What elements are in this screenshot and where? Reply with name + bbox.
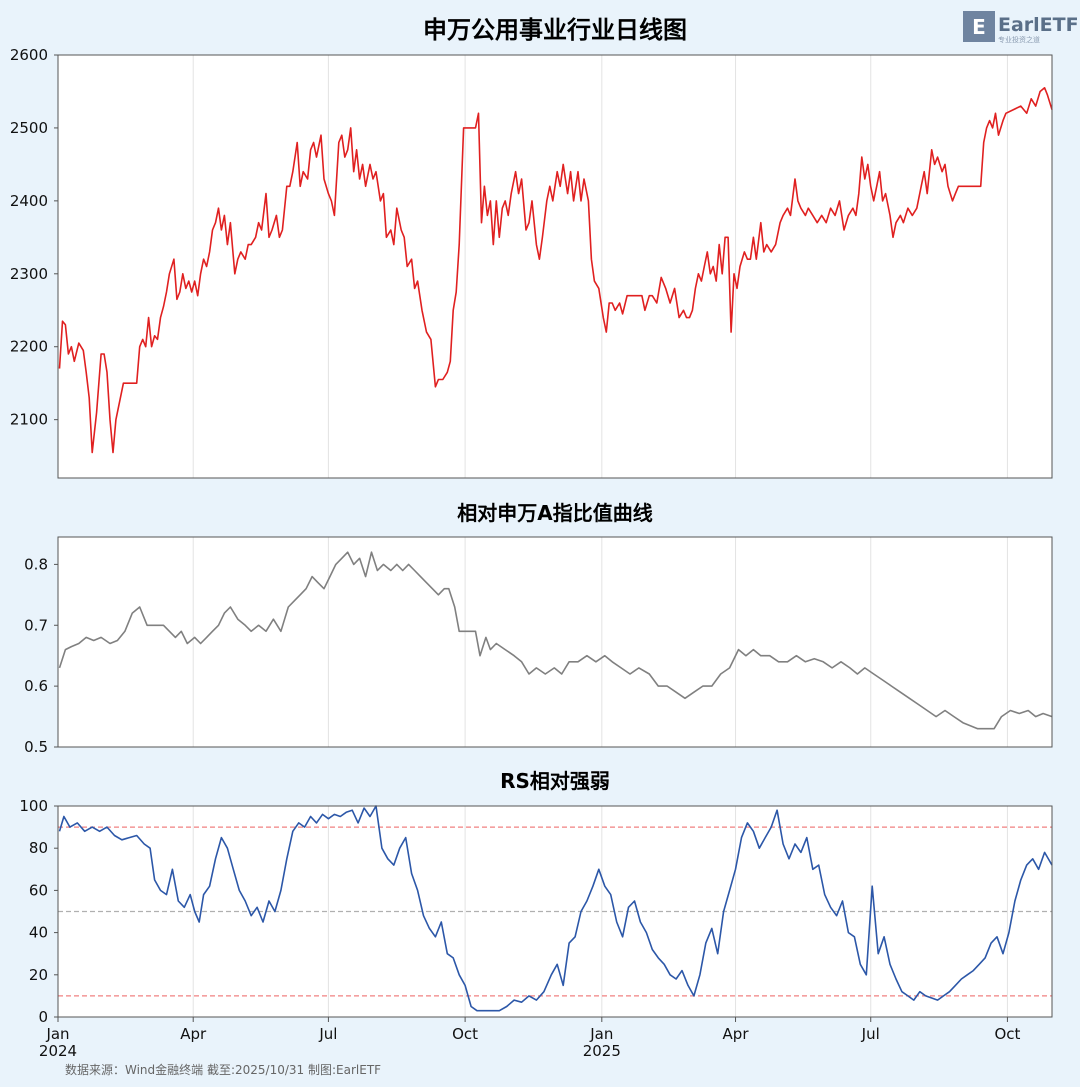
- x-tick-year-label: 2025: [583, 1042, 621, 1060]
- logo-mark: [963, 11, 995, 42]
- ratio-y-tick-label: 0.7: [24, 616, 48, 634]
- rs-plot-border: [57, 805, 1053, 1018]
- ratio-y-tick-label: 0.6: [24, 677, 48, 695]
- price-y-tick-label: 2100: [10, 411, 48, 429]
- price-y-tick-label: 2300: [10, 265, 48, 283]
- logo-text: EarlETF: [998, 14, 1079, 36]
- ratio-chart-title: 相对申万A指比值曲线: [457, 501, 652, 525]
- price-y-tick-label: 2400: [10, 192, 48, 210]
- price-y-tick-label: 2200: [10, 338, 48, 356]
- ratio-plot-border: [57, 536, 1053, 748]
- x-tick-label: Apr: [180, 1025, 207, 1043]
- ratio-series-line: [58, 551, 1053, 730]
- ratio-y-tick-label: 0.8: [24, 555, 48, 573]
- rs-y-tick-label: 0: [38, 1008, 48, 1026]
- rs-y-tick-label: 20: [29, 966, 48, 984]
- ratio-chart: 0.5 0.6 0.7 0.8: [24, 536, 1053, 756]
- price-plot-border: [57, 54, 1053, 479]
- rs-series-line: [58, 805, 1053, 1012]
- price-y-tick-label: 2600: [10, 46, 48, 64]
- x-tick-label: Jan: [589, 1025, 613, 1043]
- logo: E EarlETF 专业投资之道: [963, 11, 1079, 44]
- x-tick-label: Jan: [45, 1025, 69, 1043]
- x-tick-label: Apr: [723, 1025, 750, 1043]
- x-tick-label: Jul: [318, 1025, 337, 1043]
- price-plot-area: [58, 55, 1052, 478]
- x-tick-label: Jul: [861, 1025, 880, 1043]
- source-note: 数据来源：Wind金融终端 截至:2025/10/31 制图:EarlETF: [65, 1062, 381, 1077]
- logo-tagline: 专业投资之道: [998, 35, 1040, 44]
- price-chart: 2100 2200 2300 2400 2500 2600: [10, 46, 1053, 479]
- x-tick-label: Oct: [994, 1025, 1020, 1043]
- rs-chart: 0 20 40 60 80 100: [19, 797, 1053, 1026]
- ratio-plot-area: [58, 537, 1052, 747]
- rs-chart-title: RS相对强弱: [500, 769, 610, 793]
- ratio-y-tick-label: 0.5: [24, 738, 48, 756]
- price-y-tick-label: 2500: [10, 119, 48, 137]
- rs-y-tick-label: 60: [29, 881, 48, 899]
- x-tick-label: Oct: [452, 1025, 478, 1043]
- rs-y-tick-label: 40: [29, 924, 48, 942]
- rs-y-tick-label: 80: [29, 839, 48, 857]
- logo-mark-letter: E: [972, 15, 986, 39]
- rs-y-tick-label: 100: [19, 797, 48, 815]
- price-series-line: [58, 87, 1053, 454]
- price-chart-title: 申万公用事业行业日线图: [423, 16, 687, 44]
- x-tick-year-label: 2024: [39, 1042, 77, 1060]
